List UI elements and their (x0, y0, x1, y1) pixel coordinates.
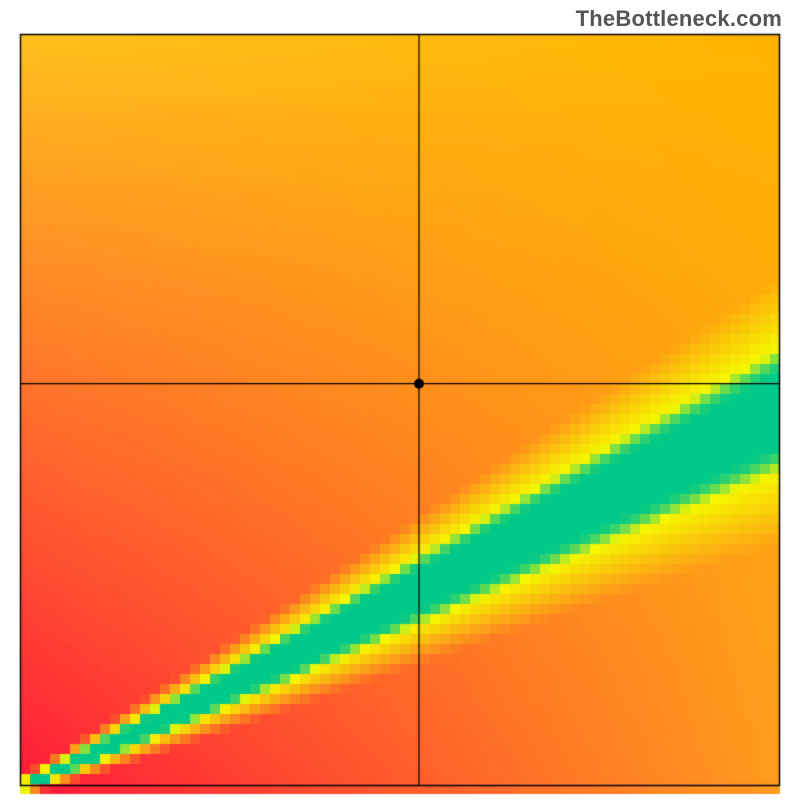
chart-container: TheBottleneck.com (0, 0, 800, 800)
bottleneck-heatmap (0, 0, 800, 800)
watermark-text: TheBottleneck.com (576, 6, 782, 32)
